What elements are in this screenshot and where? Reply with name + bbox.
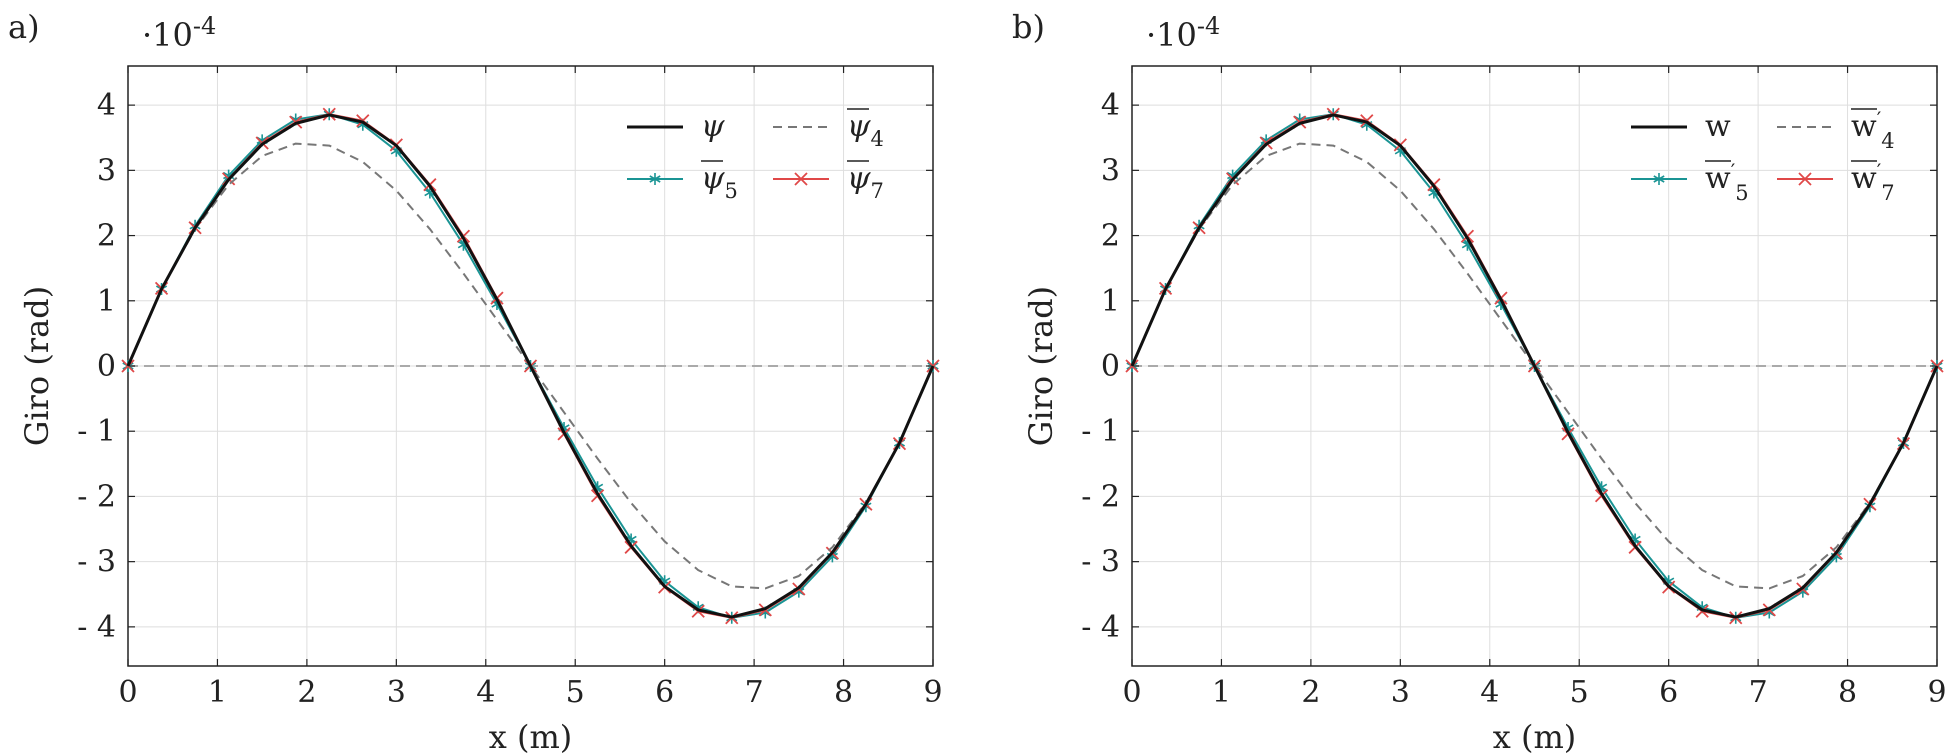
y-tick-label: - 4 [77,610,116,645]
series-line [1131,142,1938,590]
x-tick-label: 1 [1212,675,1231,710]
legend-label: w′5 [1705,159,1749,205]
x-tick-label: 6 [655,675,674,710]
y-tick-label: - 3 [1081,545,1120,580]
data-point-marker [1653,173,1665,185]
y-tick-label: - 1 [1081,414,1120,449]
x-tick-label: 4 [476,675,495,710]
y-tick-label: - 2 [1081,479,1120,514]
panel-label: b) [1012,8,1045,46]
legend-item: w′7 [1777,159,1895,205]
series-line [127,142,934,590]
y-tick-label: 0 [97,349,116,384]
legend-item: ψ4 [773,108,884,151]
x-axis-label: x (m) [489,718,573,756]
scale-label: ·10-4 [1146,12,1220,54]
x-tick-label: 5 [566,675,585,710]
y-axis-label: Giro (rad) [18,286,56,446]
x-tick-label: 3 [387,675,406,710]
x-tick-label: 7 [745,675,764,710]
y-tick-label: 2 [97,219,116,254]
x-tick-label: 6 [1659,675,1678,710]
legend-label: w [1705,109,1731,144]
y-axis-label: Giro (rad) [1022,286,1060,446]
data-point-marker [649,173,661,185]
x-tick-label: 8 [1838,675,1857,710]
x-tick-label: 5 [1570,675,1589,710]
y-tick-label: 4 [97,88,116,123]
series-1 [127,142,934,590]
series-1 [1131,142,1938,590]
legend-item: w′4 [1777,107,1895,153]
series-line [126,113,935,619]
legend-label: ψ [701,109,725,144]
x-tick-label: 9 [923,675,942,710]
y-tick-label: 3 [97,153,116,188]
x-tick-label: 2 [297,675,316,710]
y-tick-label: - 1 [77,414,116,449]
x-tick-label: 9 [1927,675,1946,710]
grid [127,66,934,666]
x-axis-label: x (m) [1493,718,1577,756]
legend-label: ψ5 [701,161,738,203]
y-tick-label: - 4 [1081,610,1120,645]
legend: ψ ψ4 ψ5 ψ7 [627,108,884,203]
x-tick-label: 8 [834,675,853,710]
chart-panel-b: b) ·10-4 0 1 2 3 4 5 6 7 8 9 - 4 - 3 - 2 - 1 0 1 2 3 4 x (m) G… [1012,8,1947,756]
legend-label: w′7 [1851,159,1895,205]
legend-label: ψ7 [847,161,884,203]
y-tick-label: 3 [1101,153,1120,188]
legend-item: w [1631,109,1731,144]
y-tick-label: 4 [1101,88,1120,123]
panel-label: a) [8,8,40,46]
chart-panel-a: a) ·10-4 0 1 2 3 4 5 6 7 8 9 - 4 - 3 - 2 - 1 0 1 2 3 4 x (m) G… [8,8,943,756]
x-tick-label: 0 [1122,675,1141,710]
series-0 [1130,113,1939,619]
x-tick-label: 0 [118,675,137,710]
x-tick-label: 1 [208,675,227,710]
series-line [1130,113,1939,619]
series-0 [126,113,935,619]
x-tick-label: 4 [1480,675,1499,710]
legend-item: ψ5 [627,160,738,203]
legend-label: w′4 [1851,107,1895,153]
legend-label: ψ4 [847,109,884,151]
x-tick-label: 7 [1749,675,1768,710]
y-tick-label: 1 [97,284,116,319]
legend-item: ψ [627,109,725,144]
y-tick-label: 2 [1101,219,1120,254]
legend-item: w′5 [1631,159,1749,205]
x-tick-label: 3 [1391,675,1410,710]
legend: w w′4 w′5 w′7 [1631,107,1895,205]
y-tick-label: 1 [1101,284,1120,319]
y-tick-label: 0 [1101,349,1120,384]
y-tick-label: - 3 [77,545,116,580]
legend-item: ψ7 [773,160,884,203]
data-point-marker [1798,172,1812,186]
data-point-marker [794,172,808,186]
scale-label: ·10-4 [142,12,216,54]
x-tick-label: 2 [1301,675,1320,710]
y-tick-label: - 2 [77,479,116,514]
